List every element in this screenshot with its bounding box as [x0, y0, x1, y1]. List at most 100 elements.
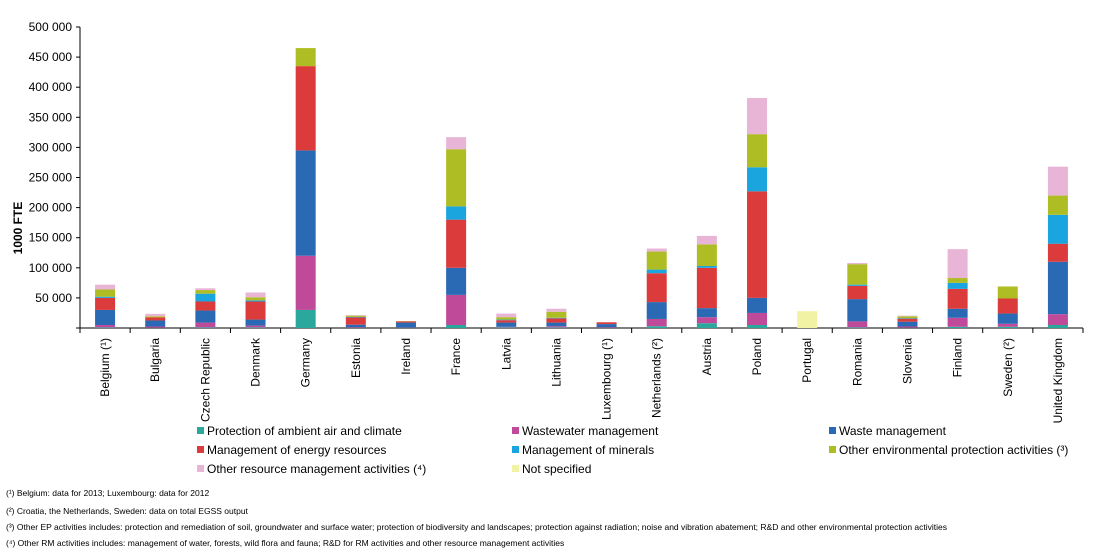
- bar-segment: [696, 235, 717, 245]
- bar-segment: [897, 318, 918, 319]
- bar-segment: [345, 327, 366, 328]
- bar-segment: [646, 302, 667, 319]
- bar-segment: [1047, 243, 1068, 262]
- y-tick-label: 250 000: [29, 171, 73, 185]
- bar-segment: [496, 317, 517, 320]
- bar-segment: [195, 327, 216, 328]
- bar-segment: [596, 322, 617, 325]
- bar-segment: [195, 288, 216, 291]
- x-tick-label: Germany: [299, 338, 313, 387]
- x-tick-label: Finland: [951, 338, 965, 377]
- bar-segment: [496, 322, 517, 327]
- bar-segment: [245, 327, 266, 328]
- bar-segment: [847, 327, 868, 328]
- bar-segment: [847, 299, 868, 322]
- y-tick-label: 200 000: [29, 201, 73, 215]
- x-tick-label: Portugal: [800, 338, 814, 383]
- x-tick-label: Czech Republic: [198, 338, 212, 422]
- bar-segment: [947, 282, 968, 289]
- bar-segment: [646, 326, 667, 328]
- x-tick-label: Netherlands (²): [650, 338, 664, 418]
- x-tick-label: Sweden (²): [1001, 338, 1015, 397]
- y-tick-label: 100 000: [29, 261, 73, 275]
- bar-segment: [245, 319, 266, 326]
- bar-segment: [446, 294, 467, 325]
- x-tick-label: United Kingdom: [1051, 338, 1065, 423]
- bar-segment: [245, 292, 266, 298]
- legend-swatch: [829, 427, 836, 434]
- bar-segment: [947, 288, 968, 309]
- bar-segment: [145, 326, 166, 328]
- bar-segment: [446, 137, 467, 150]
- bar-segment: [847, 262, 868, 265]
- x-tick-label: Belgium (¹): [98, 338, 112, 397]
- bar-segment: [546, 308, 567, 312]
- bar-segment: [897, 315, 918, 317]
- bar-segment: [947, 249, 968, 279]
- y-tick-label: 450 000: [29, 50, 73, 64]
- legend-swatch: [197, 446, 204, 453]
- bar-segment: [1047, 195, 1068, 215]
- bar-segment: [847, 284, 868, 286]
- y-tick-label: 350 000: [29, 110, 73, 124]
- bar-segment: [897, 326, 918, 328]
- bar-segment: [245, 300, 266, 302]
- legend-label: Waste management: [839, 424, 947, 438]
- bar-segment: [446, 324, 467, 328]
- bar-segment: [496, 327, 517, 328]
- bar-segment: [747, 324, 768, 328]
- bar-segment: [696, 244, 717, 266]
- legend-label: Protection of ambient air and climate: [207, 424, 402, 438]
- bar-segment: [646, 251, 667, 270]
- bar-segment: [295, 150, 316, 256]
- bar-segment: [145, 316, 166, 318]
- bar-segment: [295, 309, 316, 328]
- x-tick-label: Poland: [750, 338, 764, 375]
- y-axis: 50 000 100 000 150 000 200 000 250 000 300 00…: [29, 20, 81, 329]
- x-tick-label: Latvia: [499, 338, 513, 370]
- bar-segment: [997, 326, 1018, 328]
- bar-segment: [345, 315, 366, 316]
- bar-segment: [295, 255, 316, 310]
- bar-segment: [95, 309, 116, 325]
- footnote-3: (³) Other EP activities includes: protec…: [6, 522, 948, 532]
- bar-segment: [1047, 314, 1068, 325]
- bar-segment: [496, 320, 517, 323]
- bar-segment: [95, 327, 116, 328]
- bar-segment: [947, 308, 968, 318]
- bar-segment: [747, 98, 768, 135]
- y-tick-label: 50 000: [35, 291, 72, 305]
- bar-segment: [747, 134, 768, 168]
- bar-segment: [95, 297, 116, 310]
- legend-swatch: [512, 446, 519, 453]
- legend-swatch: [829, 446, 836, 453]
- bar-segment: [295, 48, 316, 67]
- bar-segment: [847, 321, 868, 328]
- x-tick-label: Estonia: [349, 338, 363, 378]
- bar-segment: [195, 301, 216, 311]
- bar-segment: [747, 191, 768, 298]
- legend-label: Wastewater management: [522, 424, 659, 438]
- bar-segment: [95, 324, 116, 328]
- bar-segment: [446, 149, 467, 207]
- x-tick-label: Lithuania: [549, 338, 563, 387]
- bar-segment: [195, 310, 216, 323]
- footnote-1: (¹) Belgium: data for 2013; Luxembourg: …: [6, 488, 210, 498]
- footnote-2: (²) Croatia, the Netherlands, Sweden: da…: [6, 506, 248, 516]
- bar-segment: [546, 326, 567, 328]
- bar-segment: [897, 316, 918, 319]
- bar-segment: [747, 297, 768, 313]
- legend-swatch: [197, 465, 204, 472]
- legend-label: Management of energy resources: [207, 443, 386, 457]
- bar-segment: [1047, 166, 1068, 196]
- footnote-4: (⁴) Other RM activities includes: manage…: [6, 538, 565, 548]
- bar-segment: [997, 298, 1018, 314]
- bar-segment: [997, 323, 1018, 327]
- bar-segment: [696, 267, 717, 309]
- bar-segment: [897, 318, 918, 322]
- bar-segment: [596, 324, 617, 328]
- bar-segment: [95, 284, 116, 290]
- bar-segment: [797, 311, 818, 328]
- bar-segment: [596, 327, 617, 328]
- bar-segment: [696, 265, 717, 268]
